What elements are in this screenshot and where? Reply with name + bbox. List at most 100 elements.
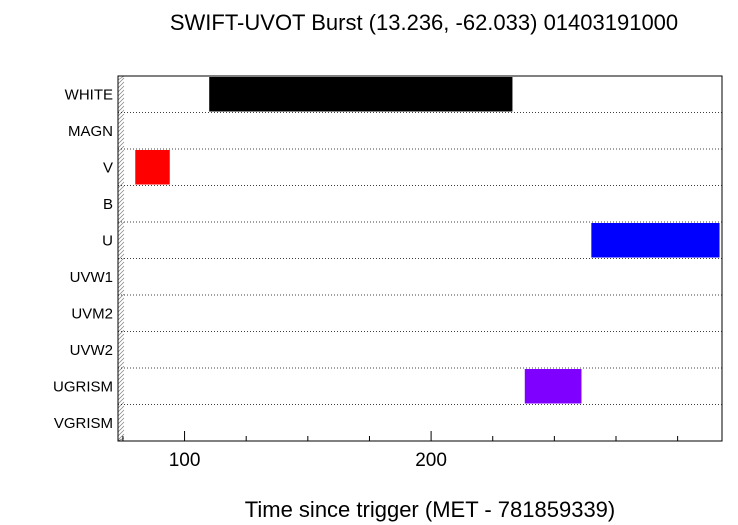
y-tick-label-uvw1: UVW1 bbox=[70, 269, 113, 286]
hatch-line bbox=[117, 229, 125, 237]
hatch-line bbox=[117, 225, 125, 233]
hatch-line bbox=[117, 369, 125, 377]
hatch-line bbox=[117, 425, 125, 433]
hatch-line bbox=[117, 325, 125, 333]
hatch-line bbox=[117, 405, 125, 413]
y-tick-label-uvw2: UVW2 bbox=[70, 342, 113, 359]
hatch-line bbox=[117, 121, 125, 129]
hatch-line bbox=[117, 357, 125, 365]
hatch-line bbox=[117, 377, 125, 385]
hatch-line bbox=[117, 201, 125, 209]
hatch-line bbox=[117, 245, 125, 253]
chart-title: SWIFT-UVOT Burst (13.236, -62.033) 01403… bbox=[170, 10, 678, 35]
hatch-line bbox=[117, 361, 125, 369]
hatch-line bbox=[117, 193, 125, 201]
hatch-line bbox=[117, 345, 125, 353]
bar-v bbox=[135, 150, 170, 185]
hatch-line bbox=[117, 317, 125, 325]
hatch-line bbox=[117, 313, 125, 321]
hatch-line bbox=[117, 389, 125, 397]
hatch-line bbox=[117, 113, 125, 121]
hatch-line bbox=[117, 277, 125, 285]
hatch-line bbox=[117, 273, 125, 281]
hatch-line bbox=[117, 281, 125, 289]
y-tick-label-ugrism: UGRISM bbox=[53, 378, 113, 395]
hatch-line bbox=[117, 77, 125, 85]
hatch-line bbox=[117, 189, 125, 197]
hatch-line bbox=[117, 141, 125, 149]
hatch-line bbox=[117, 261, 125, 269]
bar-white bbox=[209, 77, 513, 112]
hatch-strip bbox=[117, 75, 125, 442]
hatch-line bbox=[117, 101, 125, 109]
hatch-line bbox=[117, 285, 125, 293]
hatch-line bbox=[117, 173, 125, 181]
hatch-line bbox=[117, 349, 125, 357]
hatch-line bbox=[117, 181, 125, 189]
x-axis-ticks: 100 200 bbox=[122, 431, 679, 471]
bars-layer bbox=[135, 77, 720, 404]
hatch-line bbox=[117, 165, 125, 173]
hatch-line bbox=[117, 197, 125, 205]
hatch-line bbox=[117, 85, 125, 93]
hatch-line bbox=[117, 133, 125, 141]
hatch-line bbox=[117, 385, 125, 393]
y-tick-label-u: U bbox=[102, 232, 113, 249]
hatch-line bbox=[117, 353, 125, 361]
hatch-line bbox=[117, 297, 125, 305]
plot-background bbox=[118, 76, 722, 441]
hatch-line bbox=[117, 401, 125, 409]
hatch-line bbox=[117, 309, 125, 317]
hatch-line bbox=[117, 429, 125, 437]
hatch-line bbox=[117, 265, 125, 273]
hatch-line bbox=[117, 253, 125, 261]
hatch-line bbox=[117, 177, 125, 185]
hatch-line bbox=[117, 209, 125, 217]
hatch-line bbox=[117, 381, 125, 389]
hatch-line bbox=[117, 433, 125, 441]
hatch-line bbox=[117, 237, 125, 245]
hatch-line bbox=[117, 81, 125, 89]
hatch-line bbox=[117, 241, 125, 249]
y-axis-ticks: WHITE MAGN V B U UVW1 UVM2 UVW2 UGRISM VGRISM bbox=[53, 86, 113, 432]
hatch-line bbox=[117, 249, 125, 257]
hatch-line bbox=[117, 329, 125, 337]
bar-ugrism bbox=[524, 369, 582, 404]
hatch-line bbox=[117, 205, 125, 213]
hatch-line bbox=[117, 169, 125, 177]
hatch-line bbox=[117, 157, 125, 165]
hatch-line bbox=[117, 293, 125, 301]
hatch-line bbox=[117, 421, 125, 429]
hatch-line bbox=[117, 117, 125, 125]
y-tick-label-white: WHITE bbox=[65, 86, 113, 103]
hatch-line bbox=[117, 129, 125, 137]
hatch-line bbox=[117, 137, 125, 145]
hatch-line bbox=[117, 109, 125, 117]
x-axis-label: Time since trigger (MET - 781859339) bbox=[245, 497, 616, 522]
hatch-line bbox=[117, 301, 125, 309]
hatch-line bbox=[117, 75, 125, 81]
hatch-line bbox=[117, 97, 125, 105]
x-tick-label: 200 bbox=[415, 450, 447, 471]
hatch-line bbox=[117, 341, 125, 349]
hatch-line bbox=[117, 153, 125, 161]
hatch-line bbox=[117, 409, 125, 417]
hatch-line bbox=[117, 373, 125, 381]
hatch-line bbox=[117, 93, 125, 101]
hatch-line bbox=[117, 393, 125, 401]
hatch-line bbox=[117, 365, 125, 373]
hatch-line bbox=[117, 221, 125, 229]
hatch-line bbox=[117, 105, 125, 113]
hatch-line bbox=[117, 89, 125, 97]
y-tick-label-vgrism: VGRISM bbox=[54, 415, 113, 432]
hatch-line bbox=[117, 417, 125, 425]
y-tick-label-v: V bbox=[103, 159, 113, 176]
hatch-line bbox=[117, 149, 125, 157]
hatch-line bbox=[117, 337, 125, 345]
x-tick-label: 100 bbox=[169, 450, 201, 471]
hatch-line bbox=[117, 397, 125, 405]
hatch-line bbox=[117, 257, 125, 265]
hatch-line bbox=[117, 305, 125, 313]
